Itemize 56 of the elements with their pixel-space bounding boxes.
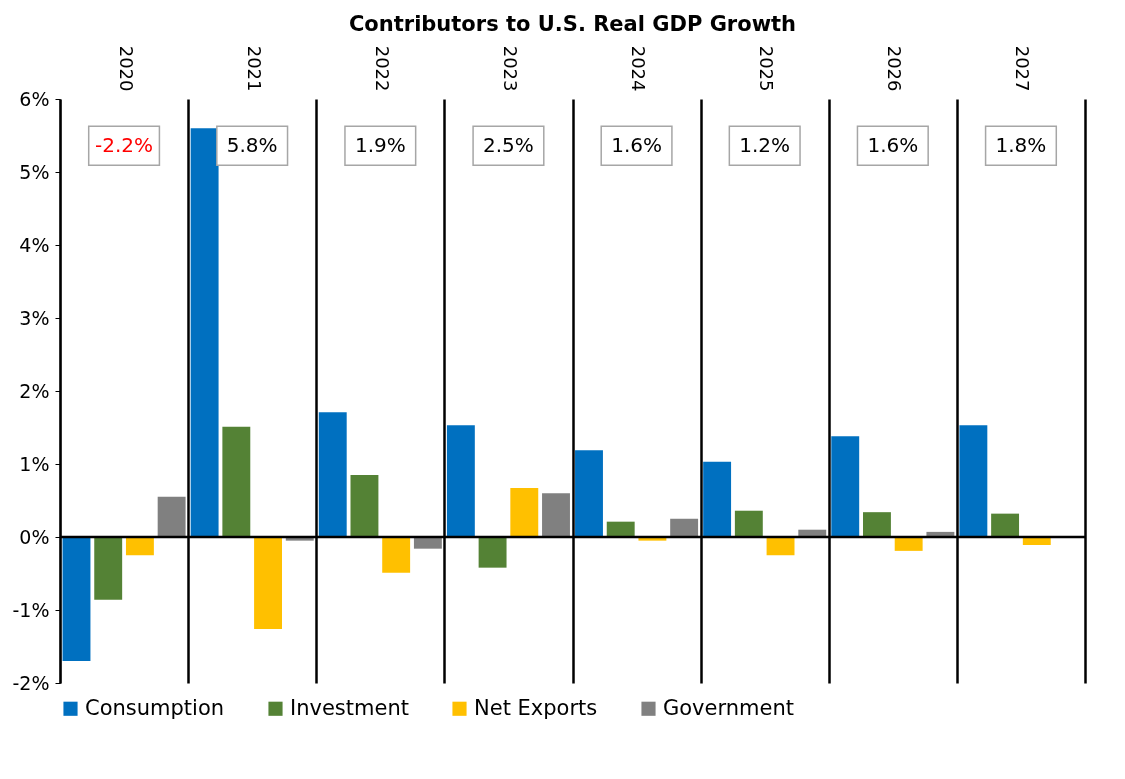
bar [831, 436, 860, 537]
bar [510, 488, 539, 537]
bar [222, 426, 251, 537]
legend-label: Net Exports [474, 695, 598, 720]
y-tick-label: 6% [19, 87, 50, 110]
x-tick-label: 2022 [371, 45, 393, 92]
bar [606, 521, 635, 537]
legend-label: Investment [290, 695, 409, 720]
annotation: 5.8% [226, 132, 278, 157]
bar [382, 537, 411, 573]
y-tick-label: 0% [19, 525, 50, 548]
y-tick-label: 1% [19, 452, 50, 475]
y-tick-label: 4% [19, 233, 50, 256]
bar [542, 493, 570, 537]
bar [190, 128, 219, 537]
bar [350, 474, 379, 537]
bar [254, 537, 282, 629]
bar [478, 537, 507, 568]
bar [446, 425, 475, 537]
bar [766, 537, 795, 556]
annotation: 1.6% [611, 132, 662, 157]
x-tick-label: 2023 [499, 45, 521, 92]
x-tick-label: 2026 [884, 45, 906, 92]
annotation: 1.6% [867, 132, 919, 157]
x-tick-label: 2021 [243, 45, 265, 92]
bar [991, 513, 1020, 537]
bar [413, 537, 442, 549]
annotation: 2.5% [483, 132, 534, 157]
bar [734, 510, 763, 537]
bar [94, 537, 123, 600]
x-tick-label: 2025 [756, 45, 778, 92]
annotation: 1.8% [995, 132, 1047, 157]
x-tick-label: 2024 [628, 45, 650, 92]
bar [863, 512, 891, 537]
legend-label: Consumption [85, 695, 225, 720]
bar [703, 461, 732, 537]
y-tick-label: 3% [19, 306, 50, 329]
legend-label: Government [663, 695, 794, 720]
bar [670, 518, 699, 537]
chart-title: Contributors to U.S. Real GDP Growth [348, 12, 797, 37]
y-tick-label: -2% [12, 671, 50, 694]
bar [575, 450, 603, 537]
x-tick-label: 2020 [115, 45, 137, 92]
bar [959, 425, 988, 537]
annotation: -2.2% [95, 132, 154, 157]
annotation: 1.9% [354, 132, 406, 157]
bar [318, 412, 347, 537]
y-tick-label: -1% [12, 598, 50, 621]
bar [157, 496, 186, 537]
bar [62, 537, 91, 662]
bar [125, 537, 154, 556]
y-tick-label: 2% [19, 379, 50, 402]
annotation: 1.2% [739, 132, 791, 157]
x-tick-label: 2027 [1012, 45, 1034, 92]
bar [894, 537, 923, 551]
y-tick-label: 5% [19, 160, 50, 183]
